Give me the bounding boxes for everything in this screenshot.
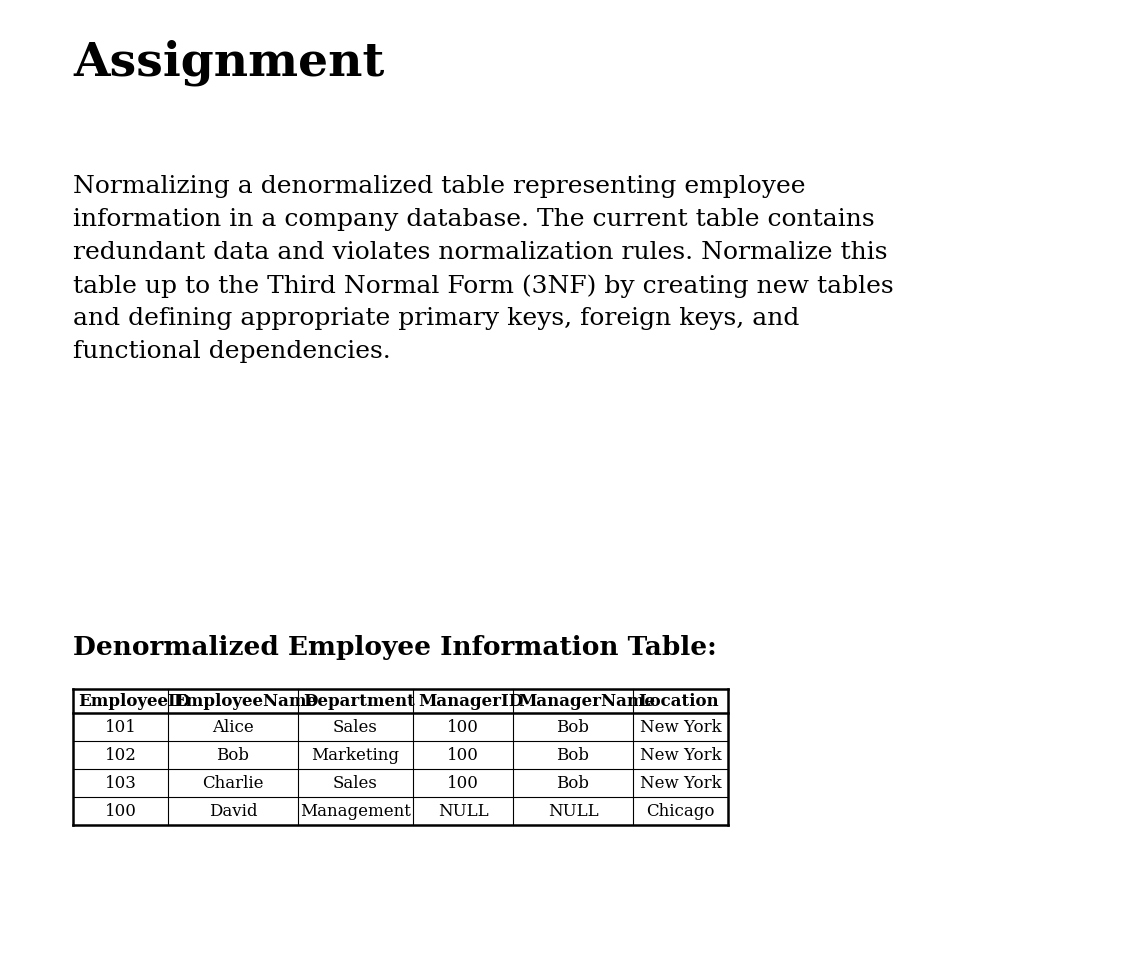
Text: New York: New York [640, 775, 721, 791]
Text: David: David [209, 803, 258, 820]
Text: Bob: Bob [557, 719, 590, 735]
Bar [413, 797, 513, 825]
Text: Assignment: Assignment [73, 40, 385, 86]
Text: ManagerID: ManagerID [418, 692, 523, 710]
Bar [513, 797, 633, 825]
Bar [513, 741, 633, 770]
Bar [633, 713, 728, 741]
Text: Location: Location [638, 692, 719, 710]
Bar [513, 713, 633, 741]
Bar [73, 689, 168, 713]
Text: EmployeeID: EmployeeID [78, 692, 190, 710]
Bar [633, 770, 728, 797]
Text: 103: 103 [105, 775, 136, 791]
Bar [168, 770, 298, 797]
Bar [298, 797, 413, 825]
Bar [633, 689, 728, 713]
Bar [298, 713, 413, 741]
Bar [168, 713, 298, 741]
Text: NULL: NULL [438, 803, 488, 820]
Text: Department: Department [303, 692, 415, 710]
Text: EmployeeName: EmployeeName [173, 692, 317, 710]
Bar [413, 689, 513, 713]
Bar [298, 689, 413, 713]
Bar [513, 689, 633, 713]
Bar [168, 689, 298, 713]
Text: Management: Management [300, 803, 411, 820]
Text: Bob: Bob [557, 747, 590, 764]
Text: Marketing: Marketing [312, 747, 399, 764]
Bar [633, 797, 728, 825]
Bar [73, 741, 168, 770]
Bar [298, 770, 413, 797]
Text: 101: 101 [105, 719, 136, 735]
Bar [413, 741, 513, 770]
Text: Alice: Alice [213, 719, 254, 735]
Text: Charlie: Charlie [202, 775, 263, 791]
Bar [73, 770, 168, 797]
Text: Chicago: Chicago [646, 803, 714, 820]
Text: 100: 100 [447, 719, 479, 735]
Bar [168, 741, 298, 770]
Text: NULL: NULL [548, 803, 598, 820]
Text: Bob: Bob [557, 775, 590, 791]
Text: ManagerName: ManagerName [518, 692, 655, 710]
Bar [413, 770, 513, 797]
Text: New York: New York [640, 747, 721, 764]
Text: New York: New York [640, 719, 721, 735]
Text: 100: 100 [105, 803, 136, 820]
Bar [73, 797, 168, 825]
Text: 100: 100 [447, 775, 479, 791]
Text: Normalizing a denormalized table representing employee
information in a company : Normalizing a denormalized table represe… [73, 175, 893, 363]
Bar [298, 741, 413, 770]
Bar [633, 741, 728, 770]
Bar [168, 797, 298, 825]
Bar [73, 713, 168, 741]
Bar [413, 713, 513, 741]
Text: 100: 100 [447, 747, 479, 764]
Text: Denormalized Employee Information Table:: Denormalized Employee Information Table: [73, 635, 717, 659]
Text: Sales: Sales [333, 719, 378, 735]
Text: Sales: Sales [333, 775, 378, 791]
Text: Bob: Bob [216, 747, 250, 764]
Bar [513, 770, 633, 797]
Text: 102: 102 [105, 747, 136, 764]
